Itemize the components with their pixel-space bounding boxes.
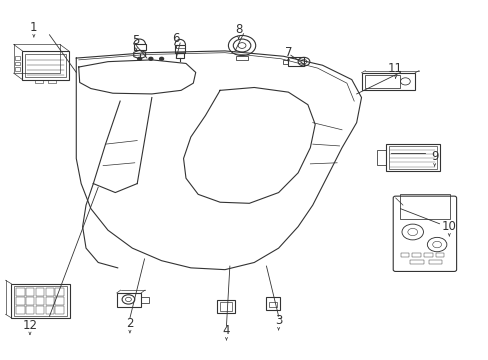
Text: 5: 5	[132, 34, 140, 48]
Bar	[435, 253, 444, 257]
Bar	[16, 306, 24, 314]
Bar	[400, 253, 408, 257]
Bar	[55, 297, 63, 305]
Bar	[22, 51, 69, 80]
Text: 9: 9	[430, 150, 438, 163]
Bar	[36, 306, 44, 314]
Bar	[268, 302, 276, 307]
Bar	[388, 146, 436, 169]
Bar	[409, 260, 423, 264]
Bar	[48, 80, 56, 83]
Bar	[236, 55, 247, 60]
Circle shape	[159, 57, 163, 60]
Bar	[399, 194, 449, 220]
Bar	[15, 62, 20, 65]
Bar	[134, 44, 145, 50]
Bar	[45, 288, 54, 296]
Bar	[361, 73, 414, 90]
Bar	[25, 54, 66, 77]
Text: 12: 12	[22, 319, 38, 332]
Text: 1: 1	[30, 21, 38, 34]
Text: 2: 2	[126, 317, 133, 330]
Bar	[26, 297, 34, 305]
Bar	[45, 306, 54, 314]
Bar	[36, 297, 44, 305]
Bar	[423, 253, 432, 257]
Text: 3: 3	[274, 314, 282, 327]
Circle shape	[138, 57, 142, 60]
Bar	[365, 75, 399, 88]
Bar	[117, 293, 141, 307]
Bar	[15, 56, 20, 60]
Bar	[36, 288, 44, 296]
Bar	[288, 57, 304, 66]
Bar	[16, 288, 24, 296]
Bar	[15, 67, 20, 71]
Bar	[141, 297, 149, 303]
Bar	[11, 284, 70, 318]
Bar	[26, 288, 34, 296]
Text: 8: 8	[234, 23, 242, 36]
Bar	[428, 260, 442, 264]
Circle shape	[149, 57, 153, 60]
Bar	[16, 297, 24, 305]
Text: 10: 10	[441, 220, 456, 233]
Bar	[55, 288, 63, 296]
Bar	[176, 53, 183, 58]
Text: 11: 11	[387, 62, 402, 75]
Bar	[14, 285, 67, 316]
Bar	[35, 80, 42, 83]
Text: 4: 4	[222, 324, 230, 337]
Bar	[376, 150, 385, 165]
Bar	[385, 144, 439, 171]
Bar	[265, 297, 279, 310]
Text: 6: 6	[172, 32, 180, 45]
Bar	[411, 253, 420, 257]
Bar	[55, 306, 63, 314]
Bar	[26, 306, 34, 314]
Text: 7: 7	[284, 46, 291, 59]
Bar	[282, 59, 288, 64]
Bar	[45, 297, 54, 305]
Bar	[220, 302, 231, 311]
Bar	[174, 45, 185, 53]
Bar	[217, 300, 234, 314]
